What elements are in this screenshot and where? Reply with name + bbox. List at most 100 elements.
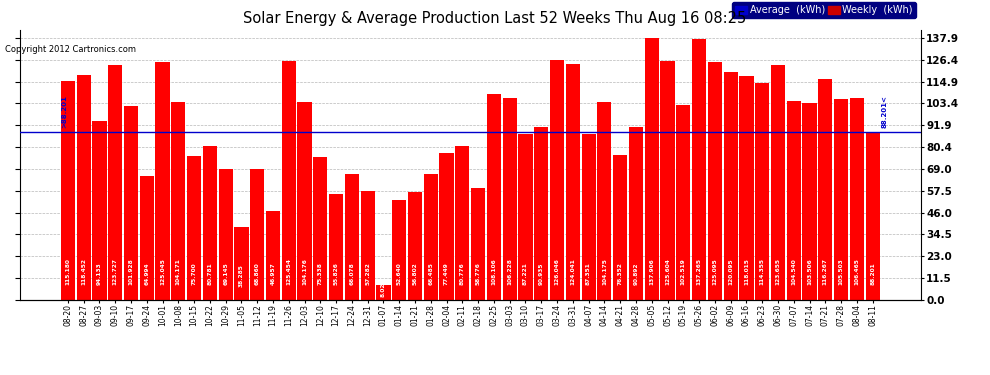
Text: 104.540: 104.540	[791, 258, 796, 285]
Text: 108.106: 108.106	[491, 258, 496, 285]
Bar	[755, 82, 769, 300]
Text: 123.727: 123.727	[113, 258, 118, 285]
Bar	[581, 134, 596, 300]
Text: 52.640: 52.640	[397, 262, 402, 285]
Text: 80.781: 80.781	[207, 262, 213, 285]
Text: 80.776: 80.776	[460, 262, 465, 285]
Bar	[108, 65, 123, 300]
Bar	[313, 157, 328, 300]
Bar	[408, 192, 422, 300]
Text: 137.906: 137.906	[649, 258, 654, 285]
Text: 105.503: 105.503	[839, 258, 843, 285]
Bar	[535, 127, 548, 300]
Text: 77.449: 77.449	[445, 262, 449, 285]
Bar	[171, 102, 185, 300]
Text: 90.935: 90.935	[539, 262, 544, 285]
Bar	[124, 106, 138, 300]
Bar	[235, 227, 248, 300]
Bar	[376, 285, 391, 300]
Bar	[865, 132, 880, 300]
Text: 94.133: 94.133	[97, 262, 102, 285]
Text: 118.452: 118.452	[81, 258, 86, 285]
Bar	[503, 98, 517, 300]
Text: 58.776: 58.776	[475, 262, 480, 285]
Text: 90.892: 90.892	[634, 262, 639, 285]
Bar	[92, 121, 107, 300]
Bar	[76, 75, 91, 300]
Bar	[692, 39, 706, 300]
Text: 88.201: 88.201	[870, 262, 875, 285]
Bar	[219, 168, 233, 300]
Legend: Average  (kWh), Weekly  (kWh): Average (kWh), Weekly (kWh)	[733, 3, 916, 18]
Text: 38.285: 38.285	[239, 264, 244, 287]
Text: 137.265: 137.265	[697, 258, 702, 285]
Text: 8.022: 8.022	[381, 279, 386, 297]
Bar	[60, 81, 75, 300]
Text: 125.454: 125.454	[286, 258, 291, 285]
Bar	[708, 62, 722, 300]
Text: 126.046: 126.046	[554, 258, 559, 285]
Bar	[803, 103, 817, 300]
Text: 106.228: 106.228	[507, 258, 512, 285]
Bar	[266, 211, 280, 300]
Bar	[187, 156, 201, 300]
Bar	[818, 79, 833, 300]
Bar	[140, 176, 153, 300]
Text: 75.700: 75.700	[192, 262, 197, 285]
Bar	[849, 98, 864, 300]
Bar	[297, 102, 312, 300]
Text: 69.145: 69.145	[223, 262, 228, 285]
Bar	[724, 72, 738, 300]
Bar	[360, 191, 375, 300]
Text: 125.095: 125.095	[713, 258, 718, 285]
Text: >88.201: >88.201	[60, 94, 66, 128]
Bar	[471, 188, 485, 300]
Text: 118.015: 118.015	[743, 258, 748, 285]
Bar	[329, 194, 344, 300]
Bar	[440, 153, 453, 300]
Text: 103.506: 103.506	[807, 258, 812, 285]
Text: 120.095: 120.095	[728, 258, 734, 285]
Bar	[250, 169, 264, 300]
Text: 66.485: 66.485	[429, 262, 434, 285]
Text: 46.957: 46.957	[270, 262, 275, 285]
Text: 125.045: 125.045	[160, 258, 165, 285]
Bar	[424, 174, 438, 300]
Text: 66.078: 66.078	[349, 262, 354, 285]
Bar	[676, 105, 690, 300]
Bar	[487, 94, 501, 300]
Text: 75.338: 75.338	[318, 262, 323, 285]
Bar	[549, 60, 564, 300]
Text: 55.826: 55.826	[334, 262, 339, 285]
Bar	[155, 62, 169, 300]
Text: 87.221: 87.221	[523, 262, 528, 285]
Text: 56.802: 56.802	[413, 262, 418, 285]
Bar	[282, 62, 296, 300]
Bar	[392, 200, 406, 300]
Bar	[771, 65, 785, 300]
Text: 104.171: 104.171	[176, 258, 181, 285]
Text: 64.994: 64.994	[145, 262, 149, 285]
Bar	[613, 155, 628, 300]
Bar	[565, 64, 580, 300]
Bar	[597, 102, 612, 300]
Bar	[203, 146, 217, 300]
Text: Solar Energy & Average Production Last 52 Weeks Thu Aug 16 08:25: Solar Energy & Average Production Last 5…	[244, 11, 746, 26]
Text: 116.267: 116.267	[823, 258, 828, 285]
Text: 68.860: 68.860	[254, 262, 259, 285]
Bar	[787, 101, 801, 300]
Bar	[834, 99, 848, 300]
Text: 123.655: 123.655	[775, 258, 780, 285]
Bar	[644, 38, 658, 300]
Bar	[345, 174, 359, 300]
Text: 101.928: 101.928	[129, 258, 134, 285]
Text: 87.351: 87.351	[586, 262, 591, 285]
Bar	[629, 127, 644, 300]
Text: 114.355: 114.355	[759, 258, 764, 285]
Bar	[740, 76, 753, 300]
Text: 104.175: 104.175	[602, 258, 607, 285]
Text: Copyright 2012 Cartronics.com: Copyright 2012 Cartronics.com	[5, 45, 136, 54]
Bar	[660, 61, 674, 300]
Text: 104.176: 104.176	[302, 258, 307, 285]
Text: 76.352: 76.352	[618, 262, 623, 285]
